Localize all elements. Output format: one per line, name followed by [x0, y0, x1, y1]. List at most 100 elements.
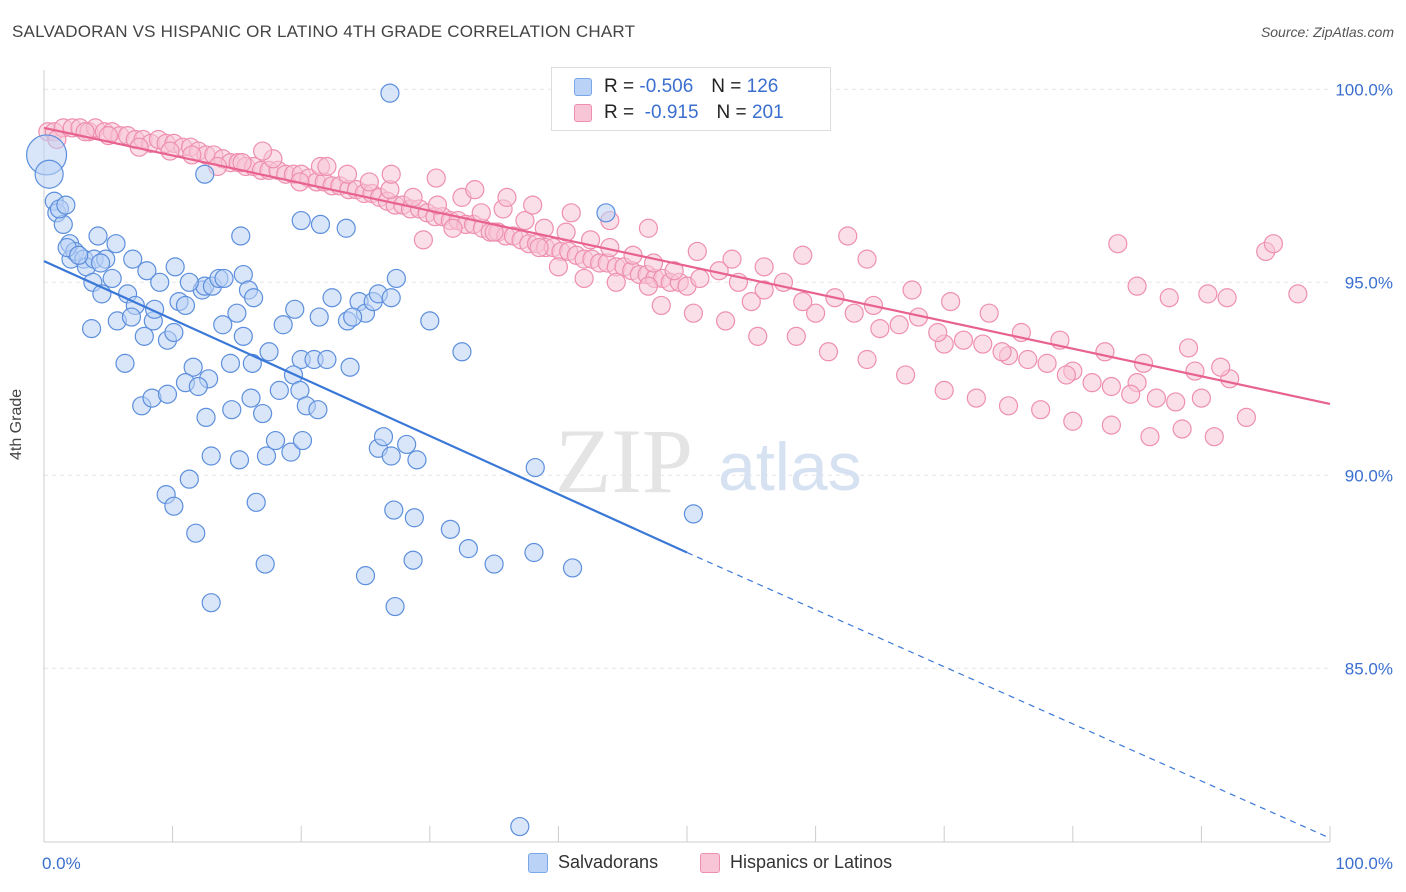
hispanic-point [606, 272, 626, 292]
salvadoran-point [259, 342, 279, 362]
salvadoran-point [524, 542, 544, 563]
hispanic-point [413, 230, 433, 250]
y-tick-label: 85.0% [1345, 659, 1393, 678]
salvadoran-point [525, 457, 545, 478]
hispanic-point [1063, 411, 1083, 431]
hispanic-point [523, 195, 543, 215]
hispanic-point [683, 303, 704, 323]
x-tick-label-end: 100.0% [1335, 854, 1393, 873]
hispanic-point [232, 153, 252, 173]
salvadoran-point [121, 307, 142, 327]
salvadoran-point [150, 272, 170, 292]
hispanic-point [556, 222, 576, 242]
source-credit: Source: ZipAtlas.com [1260, 24, 1394, 40]
hispanic-point [934, 380, 954, 400]
hispanic-point [574, 268, 594, 289]
hispanic-point [793, 245, 813, 265]
salvadoran-point [440, 519, 460, 539]
hispanic-point [1031, 400, 1051, 420]
salvadoran-r-value: -0.506 [639, 76, 694, 97]
salvadoran-point [227, 303, 247, 323]
hispanic-point [1191, 388, 1212, 408]
hispanic-point [548, 257, 569, 277]
hispanic-point [1082, 373, 1102, 393]
salvadoran-point [322, 288, 342, 308]
salvadoran-point [201, 446, 221, 466]
salvadoran-point [385, 596, 405, 617]
salvadoran-point [175, 295, 196, 316]
salvadoran-point [246, 492, 266, 512]
hispanic-point [443, 218, 463, 238]
hispanic-point [870, 319, 890, 339]
hispanic-point [889, 315, 909, 335]
hispanic-point [1140, 427, 1160, 447]
hispanic-point [1101, 376, 1121, 397]
salvadoran-point [596, 203, 616, 223]
hispanic-points [38, 118, 1308, 447]
chart-title: SALVADORAN VS HISPANIC OR LATINO 4TH GRA… [12, 22, 636, 41]
hispanic-point [687, 241, 707, 262]
legend-row-salvadoran: R = -0.506 N = 126 [574, 75, 778, 99]
salvadoran-point [397, 434, 417, 455]
salvadoran-point [157, 384, 178, 404]
hispanic-swatch [574, 104, 592, 122]
salvadoran-point [386, 268, 406, 289]
hispanic-trend-line [43, 126, 1331, 405]
watermark-zip: ZIP [555, 410, 693, 512]
legend-hispanics-swatch [700, 852, 720, 873]
salvadoran-point [183, 357, 203, 377]
hispanic-point [722, 249, 742, 269]
salvadoran-point [233, 326, 253, 346]
hispanic-point [651, 295, 671, 316]
salvadoran-point [292, 430, 313, 451]
hispanic-point [1166, 392, 1186, 412]
salvadoran-point [381, 446, 401, 466]
salvadoran-point [102, 268, 122, 289]
salvadoran-points [25, 83, 704, 837]
salvadoran-point [188, 376, 208, 397]
hispanic-point [1211, 357, 1231, 377]
axes [43, 70, 1331, 843]
salvadoran-point [384, 500, 404, 520]
salvadoran-point [69, 245, 89, 265]
salvadoran-point [115, 353, 135, 373]
hispanic-r-value: -0.915 [644, 102, 699, 123]
salvadoran-point [380, 83, 400, 103]
salvadoran-point [343, 307, 363, 327]
salvadoran-point [195, 164, 215, 184]
hispanic-point [1236, 407, 1257, 427]
hispanic-point [979, 303, 999, 323]
salvadoran-point [220, 353, 241, 373]
salvadoran-point [355, 566, 376, 586]
salvadoran-point [241, 388, 261, 408]
salvadoran-point [340, 357, 360, 377]
watermark-atlas: atlas [718, 429, 862, 505]
salvadoran-point [164, 496, 184, 516]
salvadoran-swatch [574, 78, 592, 96]
salvadoran-point [269, 380, 289, 400]
hispanic-point [1217, 288, 1237, 308]
salvadoran-point [458, 539, 478, 559]
salvadoran-point [106, 234, 126, 254]
hispanic-point [754, 280, 774, 300]
hispanic-point [1204, 427, 1224, 447]
salvadoran-point [123, 249, 143, 269]
hispanic-point [786, 326, 806, 346]
salvadoran-point [308, 400, 328, 420]
hispanic-point [359, 172, 379, 192]
hispanic-point [471, 203, 491, 223]
hispanic-point [664, 261, 684, 281]
hispanic-point [253, 141, 273, 161]
salvadoran-point [310, 214, 331, 234]
salvadoran-point [420, 311, 440, 331]
salvadoran-trend-extension [686, 551, 1331, 839]
hispanic-point [561, 203, 581, 223]
salvadoran-point [265, 430, 286, 451]
salvadoran-point [34, 159, 64, 189]
legend-salvadorans-label: Salvadorans [558, 852, 659, 872]
hispanic-point [1018, 349, 1038, 370]
legend-hispanics-label: Hispanics or Latinos [730, 852, 893, 872]
hispanic-point [426, 168, 446, 188]
hispanic-point [966, 388, 986, 408]
